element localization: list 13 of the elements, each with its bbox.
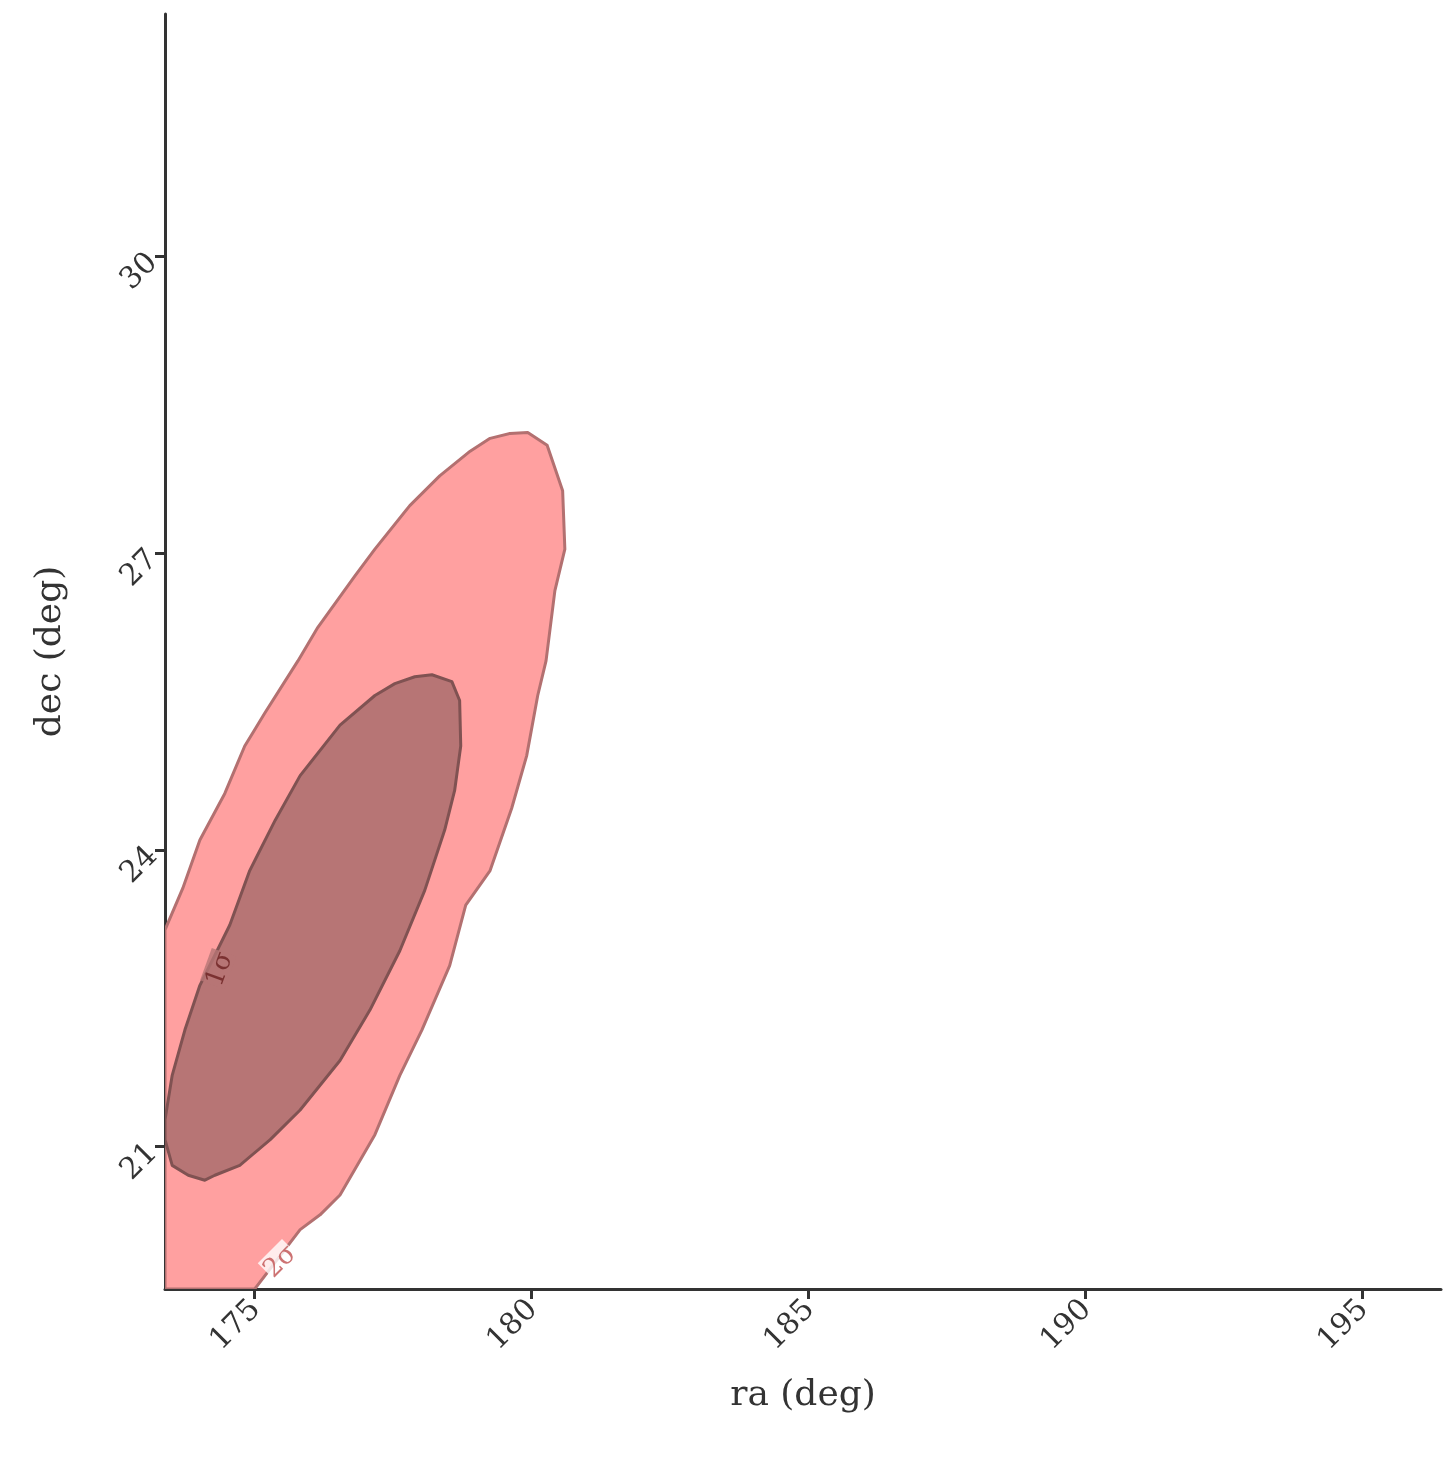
annotation: 1σ bbox=[198, 947, 239, 990]
x-tick-label: 190 bbox=[1032, 1290, 1098, 1356]
y-tick-label: 27 bbox=[111, 540, 164, 593]
x-tick-label: 175 bbox=[201, 1290, 267, 1356]
y-tick-label: 24 bbox=[111, 837, 164, 890]
y-axis-title: dec (deg) bbox=[26, 565, 68, 738]
y-tick-label: 21 bbox=[111, 1134, 164, 1186]
x-tick-label: 180 bbox=[478, 1290, 544, 1356]
x-axis-title: ra (deg) bbox=[730, 1371, 876, 1413]
annotation: 2σ bbox=[256, 1237, 302, 1284]
x-tick-label: 185 bbox=[755, 1290, 821, 1356]
y-tick-label: 30 bbox=[111, 243, 164, 296]
x-tick-label: 195 bbox=[1308, 1290, 1375, 1356]
